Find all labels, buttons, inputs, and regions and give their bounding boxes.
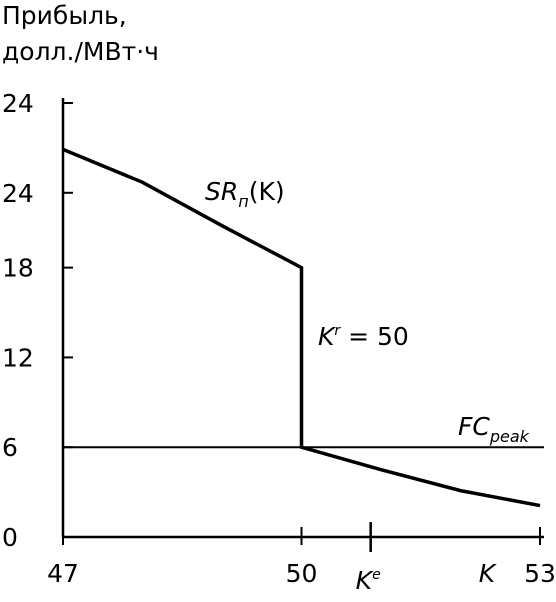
y-tick-label: 18 [2,254,34,283]
kr-label-tail: = 50 [340,322,409,351]
series-label: SRп(K) [205,177,285,211]
ke-label-main: K [356,566,375,595]
x-label: K [479,559,498,588]
x-tick-label: 50 [286,559,318,588]
ke-label-sup: e [372,567,381,583]
kr-label: Kr = 50 [318,322,409,351]
fc-label-sub: peak [489,427,530,446]
kr-label-main: K [318,322,337,351]
series-label-main: SR [205,177,238,206]
series-label-sub: п [238,192,248,211]
series-label-tail: (K) [249,177,285,206]
x-tick-label: 53 [524,559,556,588]
y-title: Прибыль, [2,1,127,30]
y-tick-label: 12 [2,343,34,372]
line [62,147,541,508]
fc-label: FCpeak [458,412,530,446]
y-tick-label: 0 [2,523,18,552]
x-tick-label: 47 [47,559,79,588]
kr-label-sup: r [334,323,341,339]
fc-label-main: FC [458,412,490,441]
y-tick-label: 24 [2,89,34,118]
y-title: долл./МВт·ч [2,37,159,66]
y-tick-label: 24 [2,179,34,208]
y-tick-label: 6 [2,433,18,462]
ke-label: Ke [356,566,381,595]
